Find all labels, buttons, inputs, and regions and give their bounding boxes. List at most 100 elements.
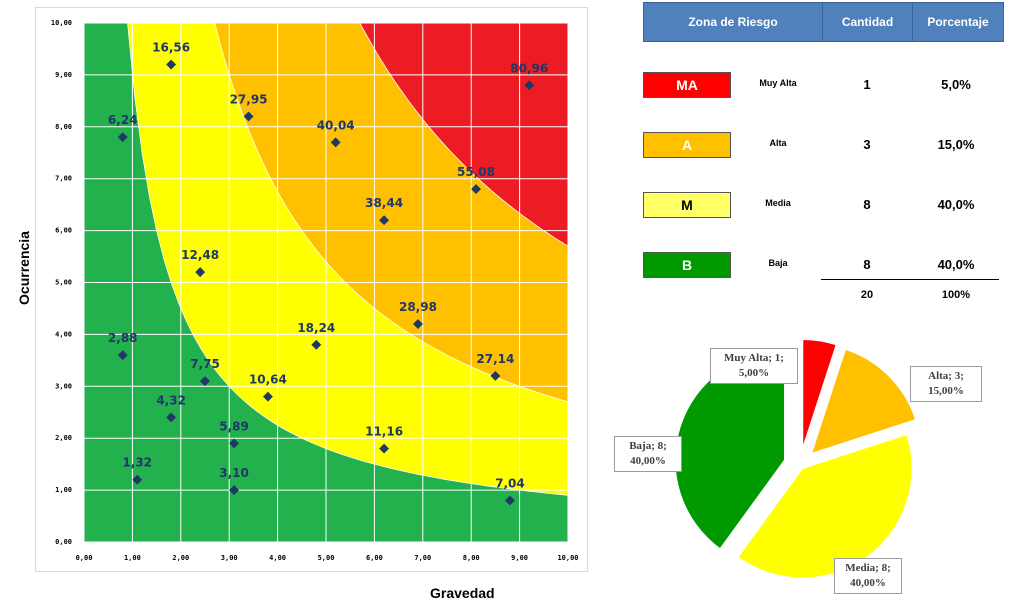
total-count: 20 bbox=[860, 289, 874, 301]
y-tick-label: 2,00 bbox=[55, 434, 72, 442]
pie-label-muy-alta: Muy Alta; 1; 5,00% bbox=[710, 348, 798, 384]
y-axis-label: Ocurrencia bbox=[16, 231, 32, 305]
x-tick-label: 6,00 bbox=[366, 554, 383, 562]
data-label: 28,98 bbox=[399, 300, 437, 314]
data-label: 6,24 bbox=[108, 113, 138, 127]
zone-percent: 40,0% bbox=[937, 257, 975, 272]
zone-count: 8 bbox=[863, 257, 871, 272]
zone-percent: 15,0% bbox=[937, 137, 975, 152]
pie-label-line: Alta; 3; bbox=[928, 370, 964, 382]
data-label: 3,10 bbox=[219, 466, 249, 480]
zone-count: 8 bbox=[863, 197, 871, 212]
zone-count: 3 bbox=[863, 137, 871, 152]
data-label: 27,14 bbox=[476, 352, 514, 366]
y-tick-label: 4,00 bbox=[55, 330, 72, 338]
data-point bbox=[166, 412, 177, 423]
total-divider bbox=[821, 279, 999, 280]
pie-slice-muy-alta bbox=[801, 338, 838, 450]
data-point bbox=[262, 391, 273, 402]
zone-swatch: A bbox=[643, 132, 731, 158]
data-label: 2,88 bbox=[108, 331, 138, 345]
y-tick-label: 7,00 bbox=[55, 175, 72, 183]
data-label: 10,64 bbox=[249, 373, 287, 387]
risk-scatter-plot: 0,00 1,00 2,00 3,00 4,00 5,00 6,00 7,00 8,00 9,00… bbox=[51, 19, 579, 562]
zone-row-b: B Baja 8 40,0% bbox=[643, 252, 1013, 282]
x-tick-label: 3,00 bbox=[221, 554, 238, 562]
x-tick-label: 0,00 bbox=[76, 554, 93, 562]
zone-row-m: M Media 8 40,0% bbox=[643, 192, 1013, 222]
zone-row-ma: MA Muy Alta 1 5,0% bbox=[643, 72, 1013, 102]
pie-label-line: Baja; 8; bbox=[629, 440, 667, 452]
x-tick-label: 9,00 bbox=[511, 554, 528, 562]
y-tick-label: 0,00 bbox=[55, 538, 72, 546]
data-label: 27,95 bbox=[230, 92, 268, 106]
zone-name: Muy Alta bbox=[759, 78, 797, 88]
data-point bbox=[490, 370, 501, 381]
data-point bbox=[504, 495, 515, 506]
pie-slice-alta bbox=[810, 348, 917, 455]
data-label: 80,96 bbox=[510, 61, 548, 75]
pie-label-line: 5,00% bbox=[738, 367, 770, 379]
y-tick-label: 3,00 bbox=[55, 382, 72, 390]
zone-swatch: M bbox=[643, 192, 731, 218]
data-label: 4,32 bbox=[156, 393, 186, 407]
data-label: 12,48 bbox=[181, 248, 219, 262]
header-porcentaje: Porcentaje bbox=[912, 2, 1004, 42]
pie-label-baja: Baja; 8; 40,00% bbox=[614, 436, 682, 472]
x-tick-label: 10,00 bbox=[557, 554, 578, 562]
pie-label-line: 15,00% bbox=[928, 385, 964, 397]
risk-zone-table-header: Zona de Riesgo Cantidad Porcentaje bbox=[643, 2, 1004, 42]
data-point bbox=[330, 137, 341, 148]
zone-name: Alta bbox=[769, 138, 787, 148]
zone-percent: 5,0% bbox=[941, 77, 971, 92]
zone-percent: 40,0% bbox=[937, 197, 975, 212]
pie-label-alta: Alta; 3; 15,00% bbox=[910, 366, 982, 402]
data-point bbox=[229, 438, 239, 449]
data-label: 18,24 bbox=[297, 321, 335, 335]
data-label: 16,56 bbox=[152, 41, 190, 55]
zone-row-a: A Alta 3 15,0% bbox=[643, 132, 1013, 162]
y-tick-label: 8,00 bbox=[55, 123, 72, 131]
x-axis-label: Gravedad bbox=[430, 585, 495, 601]
data-point bbox=[311, 339, 322, 350]
total-percent: 100% bbox=[941, 289, 971, 301]
x-tick-label: 4,00 bbox=[269, 554, 286, 562]
data-label: 5,89 bbox=[219, 419, 249, 433]
x-tick-label: 1,00 bbox=[124, 554, 141, 562]
data-point bbox=[243, 111, 254, 122]
y-tick-label: 6,00 bbox=[55, 227, 72, 235]
x-tick-label: 7,00 bbox=[414, 554, 431, 562]
data-label: 1,32 bbox=[122, 456, 152, 470]
zone-swatch: MA bbox=[643, 72, 731, 98]
y-tick-label: 9,00 bbox=[55, 71, 72, 79]
data-point bbox=[229, 485, 239, 496]
pie-label-line: 40,00% bbox=[630, 455, 666, 467]
y-tick-label: 5,00 bbox=[55, 279, 72, 287]
data-point bbox=[471, 184, 481, 195]
risk-pie-chart bbox=[674, 338, 917, 579]
data-point bbox=[166, 59, 177, 70]
risk-matrix-chart: 0,00 1,00 2,00 3,00 4,00 5,00 6,00 7,00 8,00 9,00… bbox=[35, 7, 588, 572]
pie-slice-media bbox=[736, 433, 914, 579]
data-label: 7,75 bbox=[190, 357, 220, 371]
data-label: 38,44 bbox=[365, 196, 403, 210]
x-tick-label: 5,00 bbox=[318, 554, 335, 562]
data-point bbox=[195, 267, 206, 278]
data-point bbox=[379, 215, 390, 226]
y-tick-label: 1,00 bbox=[55, 486, 72, 494]
zone-name: Baja bbox=[768, 258, 788, 268]
data-point bbox=[200, 376, 210, 387]
pie-label-line: Media; 8; bbox=[845, 562, 891, 574]
pie-label-media: Media; 8; 40,00% bbox=[834, 558, 902, 594]
zone-swatch: B bbox=[643, 252, 731, 278]
header-zona: Zona de Riesgo bbox=[643, 2, 823, 42]
data-point bbox=[413, 319, 423, 329]
pie-label-line: Muy Alta; 1; bbox=[724, 352, 784, 364]
data-label: 55,08 bbox=[457, 165, 495, 179]
x-tick-label: 8,00 bbox=[463, 554, 480, 562]
zone-count: 1 bbox=[863, 77, 871, 92]
data-label: 40,04 bbox=[317, 118, 355, 132]
data-point bbox=[379, 443, 390, 454]
zone-ma bbox=[359, 22, 569, 247]
header-cantidad: Cantidad bbox=[822, 2, 913, 42]
